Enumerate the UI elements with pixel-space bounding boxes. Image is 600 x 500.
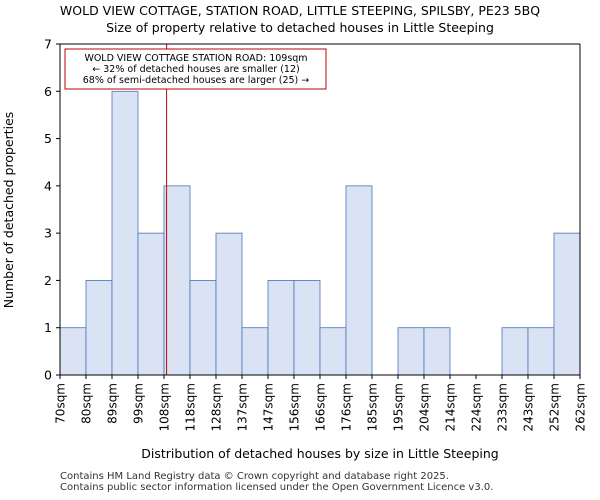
bar-118sqm [189,280,217,376]
y-tick-label: 7 [44,37,52,52]
bar-137sqm [241,327,269,376]
bar-166sqm [319,327,347,376]
bar-176sqm [345,185,373,376]
x-tick-label: 176sqm [340,383,354,431]
annotation-line-1: WOLD VIEW COTTAGE STATION ROAD: 109sqm [84,53,307,64]
y-tick-label: 5 [44,131,52,146]
x-tick-label: 156sqm [288,383,302,431]
annotation-box: WOLD VIEW COTTAGE STATION ROAD: 109sqm ←… [64,48,327,90]
x-tick-label: 147sqm [262,383,276,431]
footer: Contains HM Land Registry data © Crown c… [60,471,493,493]
x-tick-label: 118sqm [184,383,198,431]
x-ticks-group: 70sqm 80sqm 89sqm 99sqm 108sqm 118sqm 128sqm 13… [54,375,588,431]
bar-147sqm [267,280,295,376]
x-tick-label: 166sqm [314,383,328,431]
y-tick-label: 3 [44,226,52,241]
x-tick-label: 243sqm [522,383,536,431]
y-ticks-group: 0 1 2 3 4 5 6 7 [44,37,60,383]
x-tick-label: 137sqm [236,383,250,431]
annotation-border [64,48,327,90]
y-tick-label: 0 [44,368,52,383]
x-tick-label: 99sqm [132,383,146,424]
bar-204sqm [423,327,451,376]
x-tick-label: 252sqm [548,383,562,431]
bar-70sqm [59,327,87,376]
chart-title-block: WOLD VIEW COTTAGE, STATION ROAD, LITTLE … [0,2,600,36]
bar-128sqm [215,232,243,376]
bar-80sqm [85,280,113,376]
x-axis-label: Distribution of detached houses by size … [141,446,498,461]
bar-108sqm [163,185,191,376]
bar-195sqm [397,327,425,376]
x-tick-label: 89sqm [106,383,120,424]
footer-line-1: Contains HM Land Registry data © Crown c… [60,471,449,482]
y-tick-label: 1 [44,320,52,335]
chart-title: WOLD VIEW COTTAGE, STATION ROAD, LITTLE … [59,3,541,18]
annotation-line-3: 68% of semi-detached houses are larger (… [83,75,310,86]
footer-line-2: Contains public sector information licen… [60,482,494,493]
bar-243sqm [527,327,555,376]
chart-subtitle: Size of property relative to detached ho… [106,20,494,35]
y-axis-label: Number of detached properties [1,112,16,309]
x-tick-label: 108sqm [158,383,172,431]
x-tick-label: 204sqm [418,383,432,431]
bars-group [59,90,581,376]
x-tick-label: 262sqm [574,383,588,431]
x-tick-label: 224sqm [470,383,484,431]
y-tick-label: 2 [44,273,52,288]
bar-156sqm [293,280,321,376]
x-tick-label: 233sqm [496,383,510,431]
x-tick-label: 70sqm [54,383,68,424]
bar-233sqm [501,327,529,376]
x-tick-label: 185sqm [366,383,380,431]
y-tick-label: 4 [44,178,52,193]
x-tick-label: 195sqm [392,383,406,431]
x-tick-label: 128sqm [210,383,224,431]
bar-252sqm [553,232,581,376]
chart-area: 0 1 2 3 4 5 6 7 70sqm 80sqm 89sqm 99sqm 108sqm 118sq… [1,37,588,462]
y-tick-label: 6 [44,84,52,99]
bar-99sqm [137,232,165,376]
x-tick-label: 214sqm [444,383,458,431]
x-tick-label: 80sqm [80,383,94,424]
annotation-line-2: ← 32% of detached houses are smaller (12… [92,64,299,75]
bar-89sqm [111,90,139,376]
